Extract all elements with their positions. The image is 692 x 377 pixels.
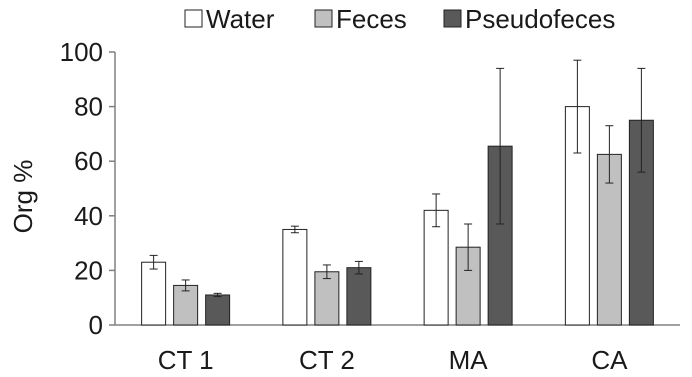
bar-feces-ct1 bbox=[173, 284, 199, 326]
legend-swatch-feces bbox=[314, 9, 333, 28]
y-tick-label: 40 bbox=[74, 201, 103, 231]
y-tick-label: 100 bbox=[60, 37, 103, 67]
x-tick-label: MA bbox=[449, 345, 489, 375]
legend: Water Feces Pseudofeces bbox=[184, 4, 615, 34]
legend-label-feces: Feces bbox=[336, 4, 407, 34]
bar-feces-ct2 bbox=[314, 271, 340, 326]
x-tick-label: CA bbox=[591, 345, 628, 375]
legend-swatch-pseudofeces bbox=[443, 9, 462, 28]
bars-group bbox=[141, 59, 654, 326]
bar-pseudofeces-ct1 bbox=[205, 294, 231, 326]
bar-pseudofeces-ca bbox=[628, 119, 654, 326]
bar-pseudofeces-ct2 bbox=[346, 267, 372, 326]
y-tick-label: 80 bbox=[74, 92, 103, 122]
y-axis-label: Org % bbox=[8, 160, 38, 234]
x-tick-label: CT 2 bbox=[299, 345, 355, 375]
legend-label-water: Water bbox=[206, 4, 275, 34]
bar-water-ct1 bbox=[141, 261, 167, 326]
legend-label-pseudofeces: Pseudofeces bbox=[465, 4, 615, 34]
legend-swatch-water bbox=[184, 9, 203, 28]
y-tick-label: 60 bbox=[74, 146, 103, 176]
y-tick-label: 20 bbox=[74, 255, 103, 285]
bar-water-ma bbox=[423, 209, 449, 326]
x-tick-label: CT 1 bbox=[158, 345, 214, 375]
bar-water-ct2 bbox=[282, 228, 308, 326]
axes: 0 20 40 60 80 100 CT 1 CT 2 MA CA bbox=[60, 37, 680, 375]
bar-pseudofeces-ma bbox=[487, 145, 513, 326]
y-tick-label: 0 bbox=[89, 310, 103, 340]
